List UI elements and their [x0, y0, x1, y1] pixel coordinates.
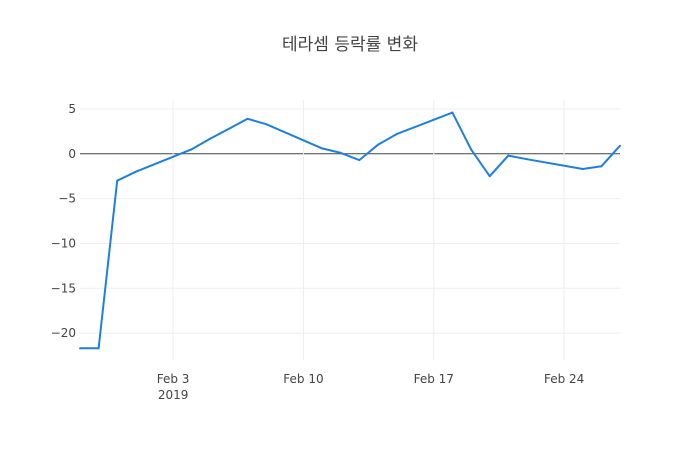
data-point: [134, 170, 137, 173]
data-point: [246, 117, 249, 120]
data-point: [97, 347, 100, 350]
data-point: [321, 147, 324, 150]
data-point: [190, 148, 193, 151]
series-layer: [79, 111, 621, 350]
data-point: [209, 137, 212, 140]
series-line: [80, 111, 621, 350]
data-point: [470, 148, 473, 151]
data-point: [227, 127, 230, 130]
data-point: [395, 133, 398, 136]
gridlines: [80, 100, 620, 360]
data-point: [79, 347, 81, 350]
data-point: [600, 165, 603, 168]
y-tick-label: −5: [58, 192, 76, 206]
y-tick-label: −10: [51, 236, 76, 250]
axes: 5 0 −5 −10 −15 −20 Feb 3 2019 Feb 10 Feb 17 Feb 24: [51, 102, 585, 402]
data-point: [376, 143, 379, 146]
data-point: [488, 175, 491, 178]
x-tick-label: Feb 3: [157, 372, 190, 386]
x-tick-label: Feb 17: [414, 372, 454, 386]
y-tick-label: −20: [51, 326, 76, 340]
data-point: [619, 144, 621, 147]
data-point: [451, 111, 454, 114]
data-point: [358, 159, 361, 162]
x-tick-label: Feb 10: [283, 372, 323, 386]
data-point: [525, 158, 528, 161]
y-tick-label: 5: [68, 102, 76, 116]
data-point: [339, 151, 342, 154]
data-point: [507, 154, 510, 157]
data-point: [581, 168, 584, 171]
y-tick-label: −15: [51, 281, 76, 295]
data-point: [265, 123, 268, 126]
x-tick-label: Feb 24: [544, 372, 584, 386]
y-tick-label: 0: [68, 147, 76, 161]
x-tick-year-label: 2019: [158, 388, 189, 402]
data-point: [116, 179, 119, 182]
chart-title: 테라셈 등락률 변화: [282, 35, 418, 55]
